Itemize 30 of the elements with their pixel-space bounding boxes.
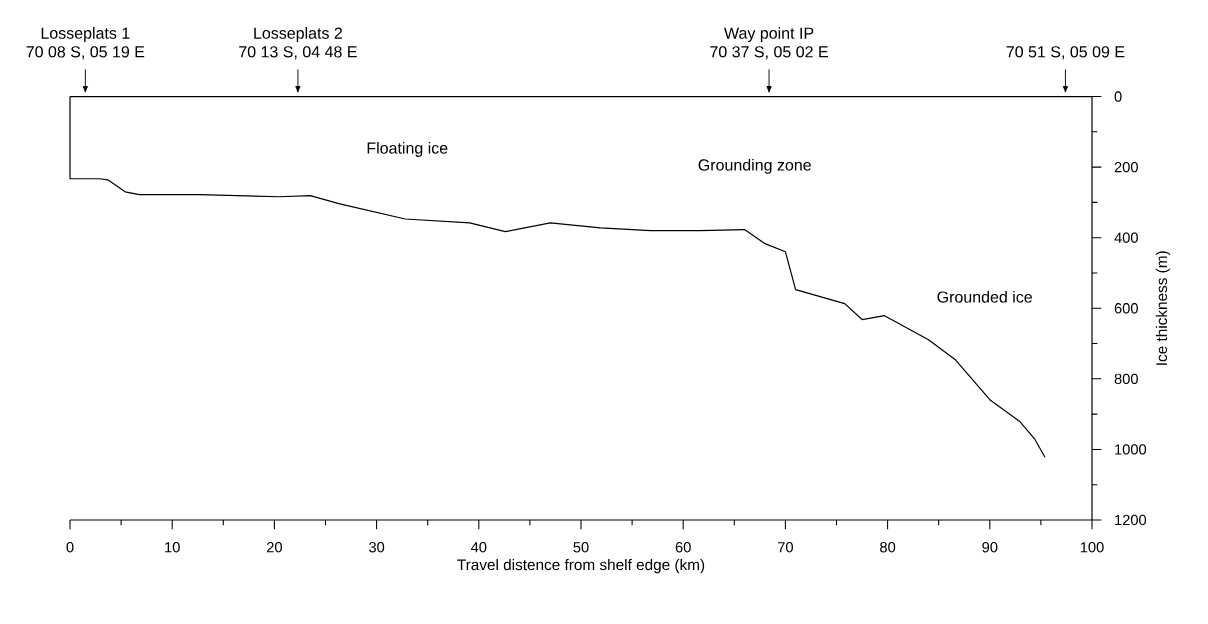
y-tick-label: 1000: [1115, 444, 1147, 455]
x-axis-title: Travel distence from shelf edge (km): [457, 558, 705, 574]
x-tick-label: 40: [470, 542, 487, 553]
x-tick-label: 50: [573, 542, 589, 553]
y-tick-label: 0: [1114, 91, 1122, 102]
y-tick-label: 400: [1114, 232, 1138, 243]
x-tick-label: 80: [880, 542, 896, 553]
annotation: 70 37 S, 05 02 E: [710, 46, 828, 60]
x-tick-label: 100: [1080, 542, 1104, 553]
x-tick-label: 30: [369, 542, 385, 553]
annotation: 70 08 S, 05 19 E: [26, 46, 145, 60]
x-tick-label: 10: [165, 542, 180, 553]
y-tick-label: 1200: [1115, 514, 1147, 526]
text: Way point IP: [724, 27, 814, 42]
x-tick-label: 60: [675, 542, 691, 553]
x-tick-label: 90: [982, 542, 998, 553]
text: Losseplats 1: [41, 27, 130, 42]
y-tick-label: 200: [1114, 161, 1138, 173]
annotation: Floating ice: [367, 142, 448, 157]
text: Losseplats 2: [254, 27, 342, 42]
x-tick-label: 0: [66, 542, 74, 553]
y-axis-title: Ice thickness (m): [1155, 251, 1171, 365]
annotation: Grounded ice: [937, 290, 1032, 303]
annotation: 70 51 S, 05 09 E: [1006, 46, 1125, 60]
x-tick-label: 20: [266, 542, 282, 553]
y-tick-label: 800: [1114, 373, 1138, 385]
annotation: Grounding zone: [698, 158, 811, 174]
x-tick-label: 70: [778, 542, 793, 553]
y-tick-label: 600: [1114, 303, 1138, 314]
annotation: 70 13 S, 04 48 E: [239, 46, 357, 60]
